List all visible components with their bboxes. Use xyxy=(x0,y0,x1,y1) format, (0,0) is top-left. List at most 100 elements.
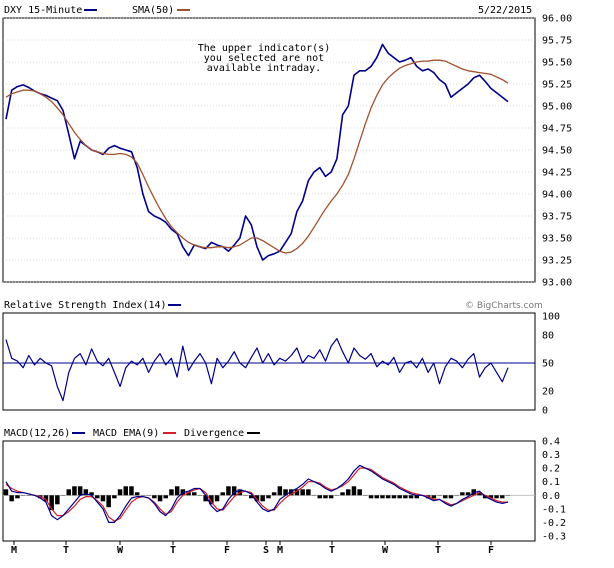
rsi-y-tick-label: 0 xyxy=(542,406,548,417)
rsi-y-tick-label: 100 xyxy=(542,312,560,323)
macd-y-tick-label: 0.2 xyxy=(542,464,560,475)
divergence-bar xyxy=(278,486,283,495)
rsi-legend-label: Relative Strength Index(14) xyxy=(4,300,167,311)
macd-y-tick-label: 0.3 xyxy=(542,450,560,461)
divergence-bar xyxy=(215,495,220,501)
price-line xyxy=(6,44,508,260)
price-y-tick-label: 93.25 xyxy=(542,256,572,267)
divergence-bar xyxy=(306,489,311,495)
rsi-y-tick-label: 50 xyxy=(542,359,554,370)
divergence-bar xyxy=(369,495,374,498)
macd-y-tick-label: 0.4 xyxy=(542,437,560,448)
price-y-tick-label: 95.50 xyxy=(542,58,572,69)
divergence-bar xyxy=(112,495,117,498)
divergence-bar xyxy=(386,495,391,498)
price-series xyxy=(6,44,508,260)
notice-line-3: available intraday. xyxy=(207,63,321,74)
x-tick-label: T xyxy=(435,545,441,556)
macd-y-tick-label: -0.1 xyxy=(542,504,566,515)
rsi-y-tick-label: 80 xyxy=(542,330,554,341)
price-y-axis: 96.0095.7595.5095.2595.0094.7594.5094.25… xyxy=(542,14,572,289)
x-tick-label: T xyxy=(170,545,176,556)
divergence-bar xyxy=(164,495,169,498)
x-tick-label: W xyxy=(382,545,389,556)
macd-series xyxy=(3,465,535,522)
divergence-bar xyxy=(55,495,60,504)
price-y-tick-label: 93.50 xyxy=(542,234,572,245)
divergence-bar xyxy=(375,495,380,498)
macd-legend-label: MACD(12,26) xyxy=(4,428,70,439)
x-tick-label: W xyxy=(117,545,124,556)
macd-panel: MACD(12,26) MACD EMA(9) Divergence 0.40.… xyxy=(3,428,566,543)
sma-legend-label: SMA(50) xyxy=(132,5,174,16)
macd-y-axis: 0.4 0.3 0.2 0.1 0.0 -0.1 -0.2 -0.3 xyxy=(542,437,566,543)
rsi-y-axis: 100 80 50 20 0 xyxy=(542,312,560,417)
divergence-bar xyxy=(443,495,448,498)
divergence-bar xyxy=(192,492,197,495)
x-tick-label: T xyxy=(329,545,335,556)
divergence-bar xyxy=(4,489,9,495)
price-y-tick-label: 95.00 xyxy=(542,102,572,113)
macd-y-tick-label: 0.1 xyxy=(542,477,560,488)
divergence-bar xyxy=(380,495,385,498)
macd-y-tick-label: -0.2 xyxy=(542,518,566,529)
chart-date: 5/22/2015 xyxy=(478,5,532,16)
divergence-bar xyxy=(9,495,14,501)
divergence-bar xyxy=(118,489,123,495)
rsi-series xyxy=(3,339,535,401)
price-y-tick-label: 94.75 xyxy=(542,124,572,135)
divergence-bar xyxy=(266,495,271,498)
divergence-bar xyxy=(15,495,20,498)
macd-panel-frame xyxy=(3,441,535,541)
divergence-legend-label: Divergence xyxy=(184,428,244,439)
rsi-line xyxy=(6,339,508,401)
price-y-tick-label: 95.25 xyxy=(542,80,572,91)
rsi-panel-frame xyxy=(3,313,535,410)
divergence-bar xyxy=(432,495,437,498)
divergence-bar xyxy=(352,486,357,495)
divergence-bar xyxy=(340,492,345,495)
divergence-bar xyxy=(175,486,180,495)
x-tick-label: T xyxy=(63,545,69,556)
divergence-bar xyxy=(152,495,157,498)
x-tick-label: M xyxy=(277,545,283,556)
divergence-bar xyxy=(397,495,402,498)
divergence-bar xyxy=(95,495,100,498)
price-y-tick-label: 96.00 xyxy=(542,14,572,25)
divergence-bar xyxy=(226,486,231,495)
rsi-y-tick-label: 20 xyxy=(542,387,554,398)
divergence-bar xyxy=(318,495,323,498)
divergence-bar xyxy=(129,486,134,495)
x-tick-label: M xyxy=(11,545,17,556)
divergence-bar xyxy=(78,486,83,495)
divergence-bar xyxy=(392,495,397,498)
x-tick-label: F xyxy=(488,545,494,556)
price-y-tick-label: 94.50 xyxy=(542,146,572,157)
bigcharts-watermark: © BigCharts.com xyxy=(465,301,543,311)
divergence-bar xyxy=(460,492,465,495)
divergence-bar xyxy=(494,495,499,498)
divergence-bar xyxy=(500,495,505,498)
rsi-panel: Relative Strength Index(14) © BigCharts.… xyxy=(3,300,560,417)
macd-y-tick-label: 0.0 xyxy=(542,491,560,502)
divergence-bar xyxy=(158,495,163,501)
divergence-bar xyxy=(346,489,351,495)
price-y-tick-label: 93.75 xyxy=(542,212,572,223)
divergence-bar xyxy=(300,489,305,495)
price-panel: DXY 15-Minute SMA(50) 5/22/2015 96.0095.… xyxy=(3,5,572,289)
divergence-bar xyxy=(449,495,454,498)
divergence-bar xyxy=(72,486,77,495)
macd-y-tick-label: -0.3 xyxy=(542,532,566,543)
divergence-bar xyxy=(135,492,140,495)
divergence-bar xyxy=(124,486,129,495)
divergence-bar xyxy=(260,495,265,501)
divergence-bar xyxy=(221,492,226,495)
x-tick-label: S xyxy=(263,545,269,556)
divergence-bar xyxy=(323,495,328,498)
macd-ema-legend-label: MACD EMA(9) xyxy=(93,428,159,439)
divergence-bar xyxy=(169,489,174,495)
price-y-tick-label: 95.75 xyxy=(542,36,572,47)
